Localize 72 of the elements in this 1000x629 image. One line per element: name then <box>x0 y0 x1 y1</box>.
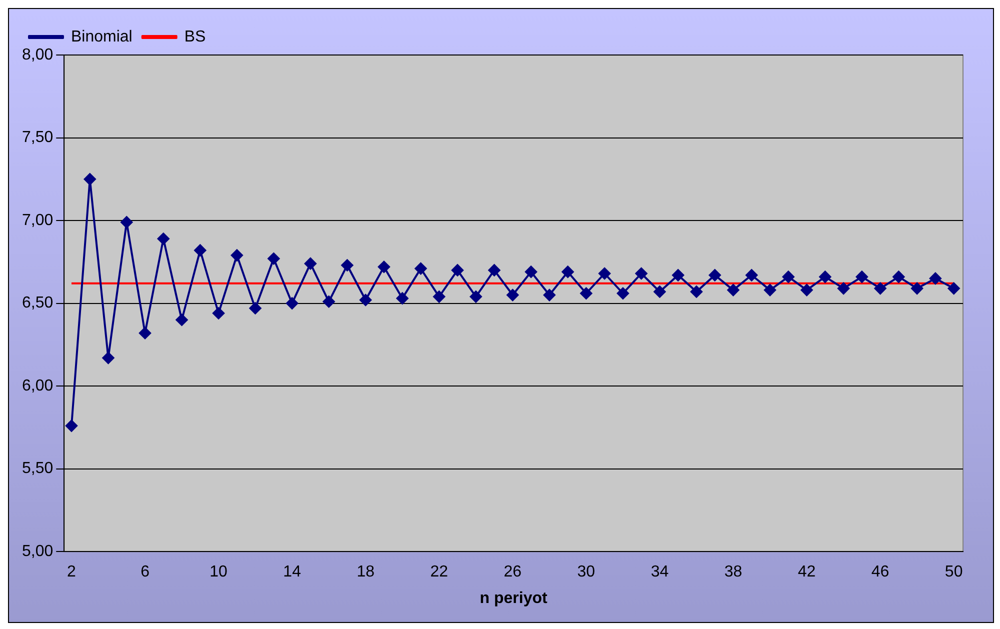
point <box>433 290 446 303</box>
point <box>764 284 776 296</box>
point <box>562 266 574 278</box>
y-tick-label: 7,50 <box>22 129 54 146</box>
point <box>948 282 960 294</box>
point <box>230 249 243 262</box>
point <box>635 268 648 280</box>
legend-label: BS <box>184 28 206 46</box>
point <box>708 269 721 282</box>
x-tick-label: 18 <box>356 564 375 581</box>
point <box>819 270 832 283</box>
point <box>672 269 684 282</box>
x-tick-label: 10 <box>210 564 228 581</box>
x-tick-label: 42 <box>798 564 816 581</box>
y-tick-label: 7,00 <box>22 212 54 229</box>
x-tick-label: 26 <box>504 564 522 581</box>
point <box>525 266 538 278</box>
point <box>286 297 298 310</box>
point <box>488 264 500 276</box>
point <box>598 268 611 280</box>
point <box>929 272 942 284</box>
point <box>194 244 206 256</box>
point <box>452 264 464 276</box>
x-tick-label: 6 <box>140 564 150 581</box>
point <box>470 290 482 303</box>
point <box>268 252 280 265</box>
y-tick-label: 6,00 <box>22 377 54 394</box>
x-tick-label: 22 <box>430 564 448 581</box>
x-axis-title: n periyot <box>480 590 548 607</box>
point <box>727 284 740 296</box>
point <box>616 287 629 300</box>
point <box>746 269 758 282</box>
point <box>84 173 96 186</box>
x-tick-label: 46 <box>871 564 890 581</box>
point <box>341 259 354 272</box>
point <box>378 260 390 273</box>
point <box>139 327 152 340</box>
x-tick-label: 34 <box>650 564 669 581</box>
point <box>120 216 133 228</box>
point <box>360 294 372 306</box>
point <box>856 270 868 283</box>
y-tick-label: 5,50 <box>22 460 54 478</box>
y-tick-label: 6,50 <box>22 294 54 312</box>
point <box>65 420 78 432</box>
x-tick-label: 14 <box>283 564 302 581</box>
legend-label: Binomial <box>71 28 132 46</box>
point <box>304 258 316 270</box>
y-tick-label: 5,00 <box>22 543 54 560</box>
point <box>396 292 408 304</box>
point <box>892 270 905 283</box>
point <box>838 282 850 294</box>
point <box>102 352 114 364</box>
point <box>782 270 794 283</box>
point <box>800 284 813 296</box>
y-tick-label: 8,00 <box>22 46 54 64</box>
point <box>176 314 188 326</box>
point <box>506 289 519 302</box>
x-tick-label: 2 <box>67 564 76 581</box>
x-tick-label: 30 <box>577 564 596 581</box>
point <box>874 282 886 294</box>
point <box>690 286 702 298</box>
point <box>212 307 225 320</box>
x-tick-label: 50 <box>944 564 963 581</box>
point <box>580 287 592 300</box>
point <box>157 232 170 245</box>
point <box>654 286 666 298</box>
point <box>543 289 556 302</box>
point <box>414 262 427 275</box>
point <box>322 296 335 308</box>
point <box>911 282 924 294</box>
x-tick-label: 38 <box>724 564 742 581</box>
point <box>249 302 262 314</box>
